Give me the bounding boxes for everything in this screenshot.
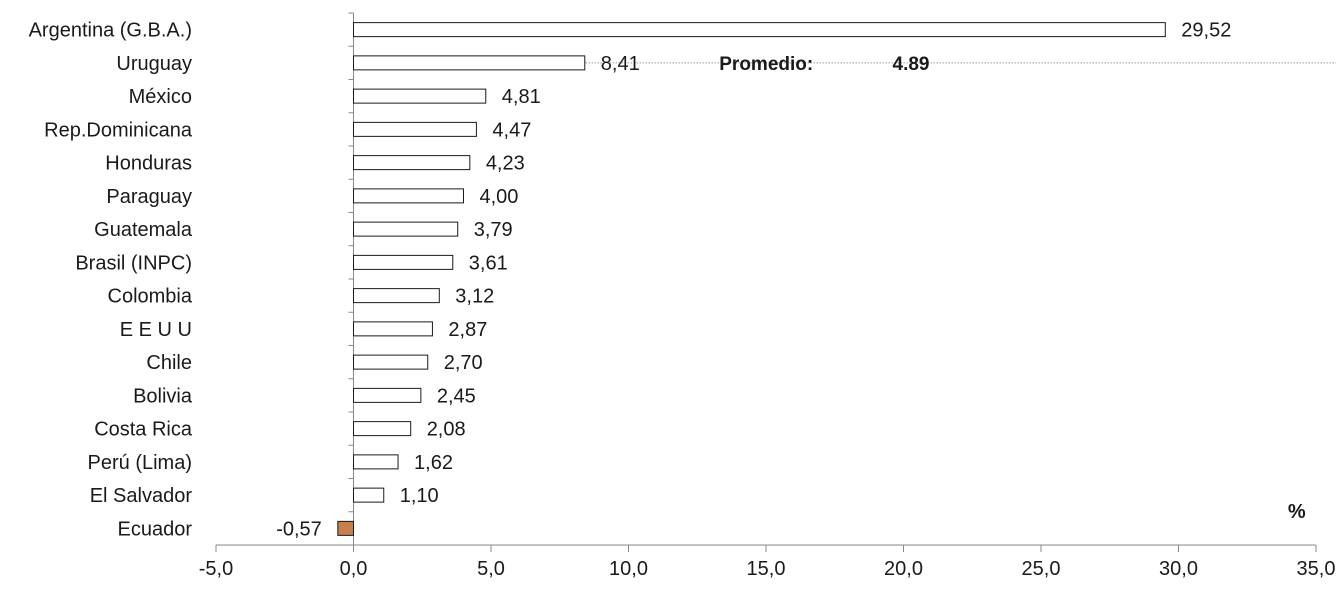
category-label: Chile <box>146 352 192 374</box>
category-label: Honduras <box>105 153 192 175</box>
x-tick-label: 25,0 <box>1022 558 1061 580</box>
x-tick-label: 10,0 <box>609 558 648 580</box>
category-label: Ecuador <box>118 518 193 540</box>
unit-label: % <box>1288 501 1306 523</box>
value-label: 4,47 <box>492 119 531 141</box>
category-label: México <box>129 86 192 108</box>
x-tick-label: 30,0 <box>1159 558 1198 580</box>
bar-argentina-g-b-a <box>353 22 1166 38</box>
value-label: 1,10 <box>400 485 439 507</box>
x-tick-label: 0,0 <box>340 558 368 580</box>
value-label: 2,87 <box>448 319 487 341</box>
category-label: El Salvador <box>90 485 193 507</box>
category-label: Colombia <box>108 286 193 308</box>
bar-per-lima <box>353 454 399 470</box>
value-label: 2,08 <box>427 419 466 441</box>
category-label: Paraguay <box>106 186 192 208</box>
value-label: 4,00 <box>480 186 519 208</box>
bar-rep-dominicana <box>353 121 477 137</box>
bar-chile <box>353 354 429 370</box>
value-label: 3,12 <box>455 286 494 308</box>
x-tick-label: 20,0 <box>884 558 923 580</box>
average-label: Promedio: <box>719 54 813 75</box>
bar-m-xico <box>353 88 487 104</box>
bar-ecuador <box>337 520 355 536</box>
value-label: 2,45 <box>437 385 476 407</box>
bar-brasil-inpc <box>353 254 454 270</box>
value-label: -0,57 <box>276 518 322 540</box>
axes-layer: -5,0 0,0 5,0 10,0 15,0 20,0 25,0 30,0 35,0 <box>199 12 1336 580</box>
bar-el-salvador <box>353 487 385 503</box>
value-label: 3,61 <box>469 252 508 274</box>
value-label: 4,81 <box>502 86 541 108</box>
value-label: 4,23 <box>486 153 525 175</box>
value-label: 1,62 <box>414 452 453 474</box>
bars-layer <box>337 22 1166 536</box>
value-label: 3,79 <box>474 219 513 241</box>
value-label: 29,52 <box>1181 20 1231 42</box>
bar-honduras <box>353 155 471 171</box>
labels-layer: Argentina (G.B.A.) 29,52 Uruguay 8,41 México… <box>29 20 1232 541</box>
bar-colombia <box>353 288 440 304</box>
category-label: Argentina (G.B.A.) <box>29 20 192 42</box>
category-label: Costa Rica <box>94 419 193 441</box>
x-tick-label: 5,0 <box>477 558 505 580</box>
average-value: 4.89 <box>893 54 930 75</box>
value-label: 8,41 <box>601 53 640 75</box>
value-label: 2,70 <box>444 352 483 374</box>
bar-e-e-u-u <box>353 321 433 337</box>
category-label: Uruguay <box>116 53 192 75</box>
x-tick-label: 35,0 <box>1297 558 1336 580</box>
category-label: Rep.Dominicana <box>44 119 193 141</box>
x-tick-label: 15,0 <box>747 558 786 580</box>
category-label: Guatemala <box>94 219 193 241</box>
category-label: Bolivia <box>133 385 193 407</box>
bar-uruguay <box>353 55 586 71</box>
bar-bolivia <box>353 387 422 403</box>
category-label: Brasil (INPC) <box>75 252 192 274</box>
category-label: E E U U <box>120 319 192 341</box>
bar-costa-rica <box>353 421 412 437</box>
x-tick-label: -5,0 <box>199 558 233 580</box>
bar-guatemala <box>353 221 459 237</box>
category-label: Perú (Lima) <box>88 452 192 474</box>
bar-paraguay <box>353 188 464 204</box>
